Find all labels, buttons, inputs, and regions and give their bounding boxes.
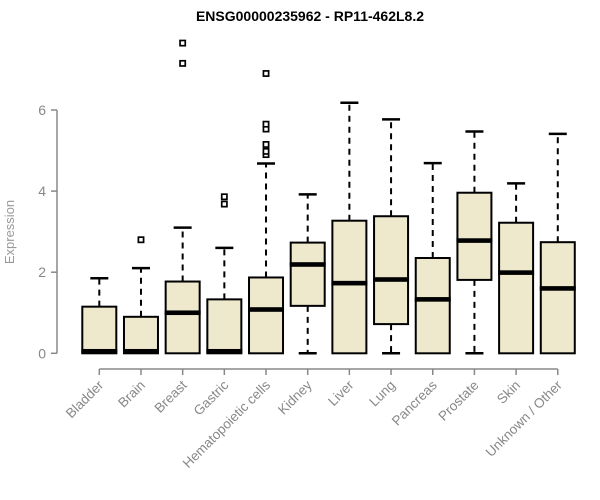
x-category-label: Unknown / Other	[483, 377, 566, 460]
outlier-point	[262, 120, 270, 128]
chart-title: ENSG00000235962 - RP11-462L8.2	[196, 8, 424, 24]
y-tick-label: 0	[38, 345, 46, 361]
median-line	[539, 286, 576, 291]
median-line	[122, 348, 159, 354]
median-line	[81, 348, 118, 354]
x-category-label: Lung	[366, 378, 398, 410]
iqr-box	[248, 276, 285, 355]
box-unknown-other	[539, 132, 576, 355]
median-line	[456, 238, 493, 243]
median-line	[164, 310, 201, 316]
iqr-box	[289, 241, 326, 307]
x-category-label: Prostate	[435, 378, 481, 424]
median-line	[331, 280, 368, 286]
x-category-label: Skin	[494, 378, 523, 407]
box-kidney	[289, 193, 326, 355]
iqr-box	[414, 257, 451, 355]
x-category-label: Kidney	[275, 377, 315, 417]
box-prostate	[456, 130, 493, 355]
iqr-box	[539, 241, 576, 355]
y-tick-label: 4	[38, 183, 46, 199]
outlier-point	[179, 39, 187, 47]
median-line	[289, 262, 326, 267]
box-brain	[122, 236, 159, 355]
median-line	[498, 270, 535, 275]
boxes-group	[81, 39, 576, 355]
x-category-label: Liver	[325, 377, 357, 409]
outlier-point	[137, 236, 145, 244]
iqr-box	[456, 191, 493, 281]
outlier-point	[179, 59, 187, 67]
median-line	[206, 348, 243, 354]
iqr-box	[122, 315, 159, 355]
y-axis-label: Expression	[2, 200, 17, 264]
box-skin	[498, 182, 535, 355]
median-line	[414, 297, 451, 302]
outlier-point	[262, 147, 270, 155]
y-tick-label: 6	[38, 102, 46, 118]
box-hematopoietic-cells	[248, 70, 285, 355]
outlier-point	[220, 200, 228, 208]
x-category-label: Breast	[152, 377, 190, 415]
x-category-label: Bladder	[63, 377, 107, 421]
median-line	[248, 307, 285, 312]
iqr-box	[81, 305, 118, 355]
box-lung	[373, 118, 410, 355]
box-gastric	[206, 193, 243, 355]
median-line	[373, 277, 410, 282]
box-liver	[331, 101, 368, 355]
box-bladder	[81, 277, 118, 355]
iqr-box	[164, 280, 201, 355]
outlier-point	[262, 70, 270, 77]
x-category-label: Pancreas	[389, 377, 440, 428]
y-tick-label: 2	[38, 264, 46, 280]
iqr-box	[373, 215, 410, 326]
outlier-point	[262, 141, 270, 148]
iqr-box	[331, 219, 368, 355]
iqr-box	[206, 298, 243, 355]
outlier-point	[220, 193, 228, 201]
x-category-label: Gastric	[191, 377, 232, 418]
box-pancreas	[414, 161, 451, 355]
x-category-label: Brain	[115, 378, 148, 411]
box-breast	[164, 39, 201, 355]
iqr-box	[498, 221, 535, 355]
